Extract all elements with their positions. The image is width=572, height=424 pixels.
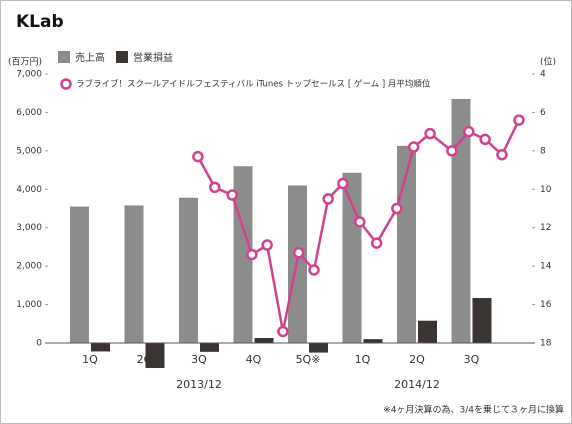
x-tick-label: 2Q — [137, 353, 153, 366]
rank-point — [322, 193, 334, 205]
y2-tick-label: 18 — [540, 339, 552, 349]
group-label: 2014/12 — [394, 378, 440, 391]
profit-bar — [200, 343, 219, 352]
legend-label: 売上高 — [75, 51, 105, 64]
profit-bar — [418, 320, 437, 343]
y2-tick-label: 16 — [540, 300, 552, 310]
y2-tick-label: 8 — [540, 146, 546, 156]
x-tick-label: 1Q — [82, 353, 98, 366]
chart-title: KLab — [16, 12, 64, 32]
y-tick-label: 6,000 — [16, 108, 42, 118]
x-tick-label: 4Q — [246, 353, 262, 366]
y2-tick-label: 14 — [540, 262, 552, 272]
x-tick-label: 5Q※ — [296, 353, 321, 366]
rank-point — [391, 202, 403, 215]
footnote: ※4ヶ月決算の為、3/4を乗じて３ヶ月に換算 — [383, 404, 564, 416]
y-tick-label: 4,000 — [16, 185, 42, 195]
rank-point — [308, 264, 320, 276]
x-tick-label: 3Q — [464, 353, 480, 366]
rank-point — [354, 216, 366, 228]
rank-point — [226, 189, 238, 201]
rank-point — [209, 181, 221, 194]
y2-tick-label: 12 — [540, 223, 551, 233]
revenue-bar — [179, 197, 198, 343]
legend-label: ラブライブ！スクールアイドルフェスティバル iTunes トップセールス [ ゲ… — [76, 79, 431, 90]
y-tick-label: 3,000 — [16, 223, 42, 233]
profit-bar — [145, 343, 165, 368]
y-tick-label: 1,000 — [16, 300, 42, 310]
rank-point — [496, 148, 508, 161]
rank-point — [479, 133, 491, 146]
profit-bar — [472, 298, 492, 343]
profit-bar — [91, 343, 110, 352]
revenue-bar — [342, 172, 362, 343]
rank-point — [370, 237, 383, 249]
x-tick-label: 3Q — [191, 353, 207, 366]
y-tick-label: 2,000 — [16, 262, 42, 272]
revenue-bar — [124, 205, 144, 343]
rank-point — [407, 141, 420, 153]
rank-point — [292, 246, 305, 259]
rank-point — [424, 127, 436, 140]
rank-point — [192, 150, 204, 163]
revenue-bar — [70, 206, 89, 343]
profit-bar — [363, 339, 383, 343]
y2-axis-label: (位) — [540, 56, 556, 68]
rank-point — [337, 177, 349, 190]
y2-tick-label: 10 — [540, 185, 552, 195]
rank-point — [277, 325, 289, 338]
rank-point — [246, 248, 258, 261]
rank-point — [513, 114, 525, 126]
legend-marker — [60, 78, 72, 90]
profit-bar — [309, 343, 328, 353]
profit-bar — [254, 338, 274, 343]
revenue-bar — [451, 98, 471, 343]
group-label: 2013/12 — [176, 378, 222, 391]
legend-swatch — [116, 51, 128, 63]
y2-tick-label: 4 — [540, 70, 546, 80]
y-tick-label: 5,000 — [16, 146, 42, 156]
x-tick-label: 1Q — [355, 353, 371, 366]
rank-point — [261, 239, 273, 251]
legend-label: 営業損益 — [133, 51, 173, 64]
rank-point — [463, 125, 475, 138]
y2-tick-label: 6 — [540, 108, 546, 118]
rank-point — [446, 145, 458, 157]
y-tick-label: 7,000 — [16, 70, 42, 80]
y-tick-label: 0 — [36, 339, 42, 349]
x-tick-label: 2Q — [409, 353, 425, 366]
legend-swatch — [58, 51, 70, 63]
y-axis-label: (百万円) — [8, 57, 42, 68]
